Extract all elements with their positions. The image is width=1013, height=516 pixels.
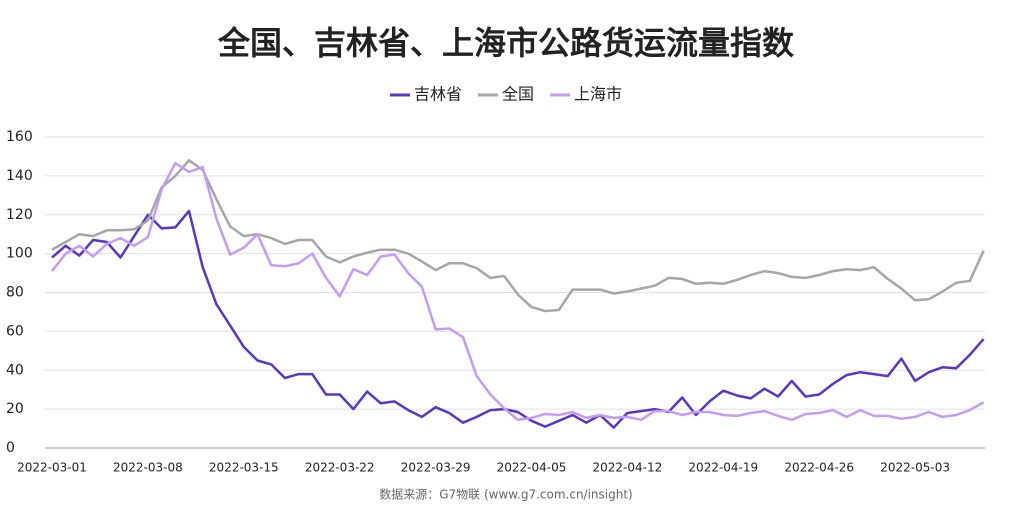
x-tick-label: 2022-04-05 xyxy=(497,461,567,475)
legend-label: 吉林省 xyxy=(414,85,462,104)
legend-label: 全国 xyxy=(502,85,534,104)
y-tick-label: 80 xyxy=(6,285,24,301)
x-tick-label: 2022-03-15 xyxy=(209,461,279,475)
legend-label: 上海市 xyxy=(574,85,622,104)
x-tick-label: 2022-04-26 xyxy=(784,461,854,475)
x-tick-label: 2022-04-12 xyxy=(593,461,663,475)
y-tick-label: 20 xyxy=(6,401,24,417)
y-tick-label: 120 xyxy=(6,207,33,223)
x-tick-label: 2022-03-08 xyxy=(113,461,183,475)
x-tick-label: 2022-04-19 xyxy=(688,461,758,475)
y-tick-label: 60 xyxy=(6,323,24,339)
series-line xyxy=(51,159,985,313)
x-tick-label: 2022-03-29 xyxy=(401,461,471,475)
x-tick-label: 2022-03-22 xyxy=(305,461,375,475)
source-note: 数据来源：G7物联 (www.g7.com.cn/insight) xyxy=(379,487,632,502)
chart-title: 全国、吉林省、上海市公路货运流量指数 xyxy=(217,24,795,62)
series-line xyxy=(51,161,985,422)
y-tick-label: 140 xyxy=(6,168,33,184)
series-line xyxy=(51,209,985,429)
x-tick-label: 2022-03-01 xyxy=(17,461,87,475)
y-tick-label: 40 xyxy=(6,362,24,378)
x-tick-label: 2022-05-03 xyxy=(880,461,950,475)
y-tick-label: 0 xyxy=(6,440,15,456)
y-tick-label: 160 xyxy=(6,129,33,145)
y-tick-label: 100 xyxy=(6,246,33,262)
